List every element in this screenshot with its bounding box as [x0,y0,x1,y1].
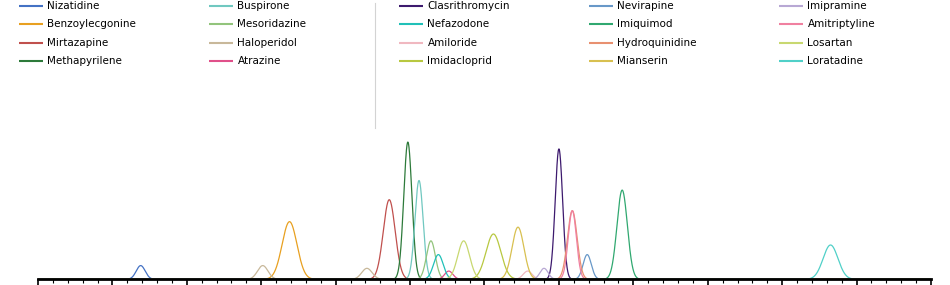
Text: Buspirone: Buspirone [238,1,290,11]
Text: Atrazine: Atrazine [238,56,281,66]
Text: Hydroquinidine: Hydroquinidine [618,38,697,48]
Text: Clasrithromycin: Clasrithromycin [428,1,510,11]
Text: Amiloride: Amiloride [428,38,478,48]
Text: Imiquimod: Imiquimod [618,19,673,29]
Text: Nizatidine: Nizatidine [48,1,100,11]
Text: Losartan: Losartan [808,38,853,48]
Text: Nefazodone: Nefazodone [428,19,489,29]
Text: Loratadine: Loratadine [808,56,864,66]
Text: Methapyrilene: Methapyrilene [48,56,123,66]
Text: Mirtazapine: Mirtazapine [48,38,108,48]
Text: Nevirapine: Nevirapine [618,1,674,11]
Text: Imipramine: Imipramine [808,1,867,11]
Text: Amitriptyline: Amitriptyline [808,19,875,29]
Text: Mianserin: Mianserin [618,56,668,66]
Text: Imidacloprid: Imidacloprid [428,56,492,66]
Text: Haloperidol: Haloperidol [238,38,297,48]
Text: Benzoylecgonine: Benzoylecgonine [48,19,137,29]
Text: Mesoridazine: Mesoridazine [238,19,307,29]
